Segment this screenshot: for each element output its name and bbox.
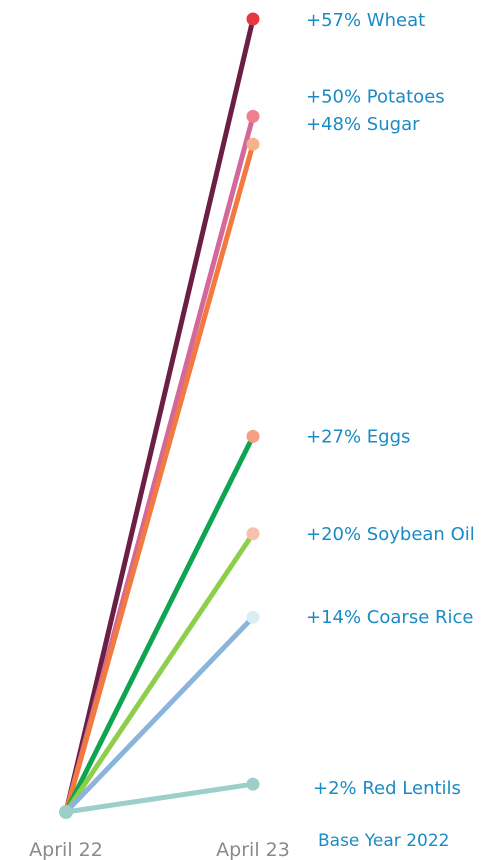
series-label-wheat: +57% Wheat [306, 10, 425, 31]
series-line-red-lentils [63, 781, 256, 815]
series-line-eggs [63, 433, 256, 815]
series-line-wheat [63, 16, 256, 815]
series-end-dot-soybean-oil [246, 527, 260, 541]
series-end-dot-wheat [246, 12, 260, 26]
series-end-dot-red-lentils [246, 777, 260, 791]
series-end-dot-eggs [246, 429, 260, 443]
start-point-dot [59, 805, 73, 819]
series-label-sugar: +48% Sugar [306, 114, 420, 135]
base-year-note: Base Year 2022 [318, 831, 449, 851]
series-line-sugar [63, 141, 256, 815]
series-end-dot-sugar [246, 137, 260, 151]
series-line-soybean-oil [63, 531, 256, 815]
series-label-coarse-rice: +14% Coarse Rice [306, 607, 473, 628]
series-labels: +57% Wheat +50% Potatoes +48% Sugar +27% Eg… [306, 10, 475, 799]
series-end-dot-coarse-rice [246, 610, 260, 624]
series-end-dot-potatoes [246, 109, 260, 123]
series-label-soybean-oil: +20% Soybean Oil [306, 524, 475, 545]
x-tick-label-start: April 22 [29, 839, 103, 860]
series-line-coarse-rice [63, 614, 256, 815]
series-end-dots [246, 12, 260, 791]
series-lines [63, 16, 256, 815]
series-label-eggs: +27% Eggs [306, 426, 410, 447]
series-label-red-lentils: +2% Red Lentils [313, 778, 461, 799]
series-label-potatoes: +50% Potatoes [306, 86, 445, 107]
x-tick-label-end: April 23 [216, 839, 290, 860]
